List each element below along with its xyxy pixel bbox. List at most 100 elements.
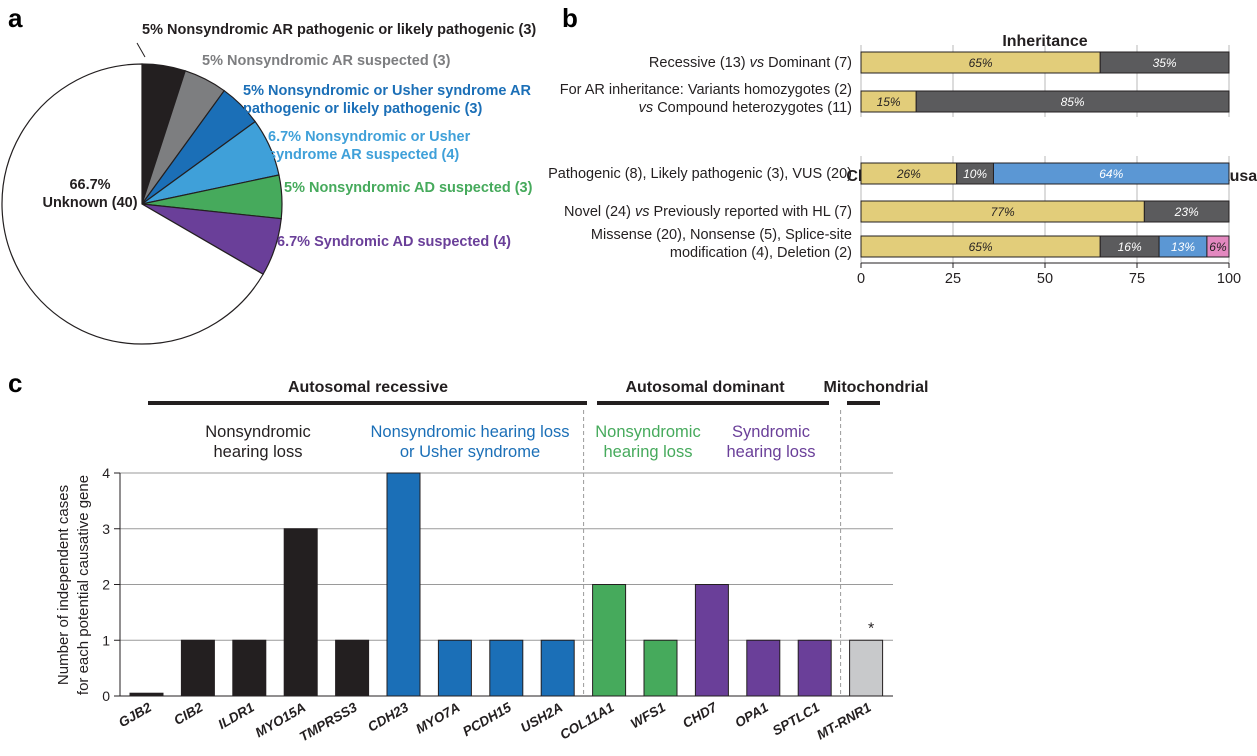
pie-slice-label: pathogenic or likely pathogenic (3): [243, 101, 482, 117]
x-tick-label: CDH23: [365, 699, 411, 734]
bar-annotation: *: [868, 620, 874, 637]
y-tick-label: 0: [102, 688, 110, 704]
data-label: 23%: [1174, 205, 1199, 219]
subgroup-label: Syndromic: [732, 423, 810, 441]
row-label-part: Novel (24): [564, 204, 635, 220]
data-label: 6%: [1209, 240, 1227, 254]
y-tick-label: 2: [102, 577, 110, 593]
data-label: 65%: [969, 56, 993, 70]
subgroup-label: hearing loss: [214, 443, 303, 461]
panel-label-a: a: [8, 3, 23, 33]
x-tick-label: GJB2: [116, 699, 154, 730]
data-label: 10%: [963, 167, 987, 181]
bar: [489, 639, 524, 697]
row-label-part: vs: [750, 55, 765, 71]
subgroup-label: or Usher syndrome: [400, 443, 540, 461]
bar: [540, 639, 575, 697]
x-tick-label: 100: [1217, 271, 1241, 287]
pie-slice-label: 6.7% Nonsyndromic or Usher: [268, 129, 471, 145]
x-tick-label: 50: [1037, 271, 1053, 287]
bar: [694, 584, 729, 697]
subgroup-label: hearing loss: [604, 443, 693, 461]
data-label: 65%: [969, 240, 993, 254]
subgroup-label: Nonsyndromic hearing loss: [370, 423, 569, 441]
stacked-bar-segment: [992, 162, 1230, 185]
y-axis-label: Number of independent cases: [55, 485, 72, 685]
panel-label-c: c: [8, 368, 22, 398]
x-tick-label: PCDH15: [460, 699, 514, 739]
bar: [180, 639, 215, 697]
pie-slice-label: 5% Nonsyndromic AR suspected (3): [202, 53, 451, 69]
subgroup-label: Nonsyndromic: [595, 423, 700, 441]
x-tick-label: CHD7: [680, 699, 721, 731]
row-label-part: Recessive (13): [649, 55, 750, 71]
pie-leader-line: [136, 42, 146, 58]
bar: [283, 528, 318, 697]
y-tick-label: 1: [102, 632, 110, 648]
row-label-part: Previously reported with HL (7): [649, 204, 852, 220]
panel-label-b: b: [562, 3, 578, 33]
data-label: 26%: [896, 167, 921, 181]
data-label: 64%: [1099, 167, 1123, 181]
bar: [797, 639, 832, 697]
group-header: Autosomal recessive: [288, 379, 448, 396]
row-label: Recessive (13) vs Dominant (7): [649, 55, 852, 71]
y-tick-label: 3: [102, 521, 110, 537]
stacked-bar-chart: InheritanceCharacteristics of the Varian…: [548, 33, 1257, 287]
group-header: Mitochondrial: [824, 379, 929, 396]
bar: [335, 639, 370, 697]
pie-slice-label: 5% Nonsyndromic AR pathogenic or likely …: [142, 22, 536, 38]
x-tick-label: CIB2: [171, 699, 206, 728]
pie-slice-label: Unknown (40): [42, 195, 137, 211]
x-tick-label: COL11A1: [557, 700, 616, 743]
row-label-part: For AR inheritance: Variants homozygotes…: [560, 82, 852, 98]
x-tick-label: TMPRSS3: [297, 699, 360, 744]
row-label: Pathogenic (8), Likely pathogenic (3), V…: [548, 166, 852, 182]
stacked-bar-segment: [1099, 51, 1230, 74]
row-label-part: Pathogenic (8), Likely pathogenic (3), V…: [548, 166, 852, 182]
bar: [849, 639, 884, 697]
pie-slice-label: 6.7% Syndromic AD suspected (4): [277, 234, 511, 250]
pie-slice-label: 66.7%: [69, 177, 110, 193]
row-label-part: modification (4), Deletion (2): [670, 245, 852, 261]
bar: [437, 639, 472, 697]
pie-chart: 5% Nonsyndromic AR pathogenic or likely …: [1, 22, 536, 345]
row-label-part: Dominant (7): [764, 55, 852, 71]
subgroup-label: hearing loss: [727, 443, 816, 461]
row-label: vs Compound heterozygotes (11): [639, 100, 852, 116]
group-header: Autosomal dominant: [625, 379, 785, 396]
data-label: 85%: [1061, 95, 1085, 109]
row-label: modification (4), Deletion (2): [670, 245, 852, 261]
data-label: 16%: [1118, 240, 1142, 254]
chart-title: Inheritance: [1002, 33, 1087, 50]
x-tick-label: 75: [1129, 271, 1145, 287]
x-tick-label: SPTLC1: [770, 700, 822, 739]
bar: [746, 639, 781, 697]
pie-slice: [1, 63, 264, 345]
x-tick-label: MYO7A: [413, 700, 462, 737]
row-label: For AR inheritance: Variants homozygotes…: [560, 82, 852, 98]
pie-slice-label: 5% Nonsyndromic AD suspected (3): [284, 180, 533, 196]
bar: [643, 639, 678, 697]
y-axis-label: for each potential causative gene: [75, 475, 92, 695]
bar: [232, 639, 267, 697]
bar: [386, 472, 421, 697]
x-tick-label: ILDR1: [216, 700, 257, 732]
row-label: Missense (20), Nonsense (5), Splice-site: [591, 227, 852, 243]
row-label-part: Compound heterozygotes (11): [653, 100, 852, 116]
stacked-bar-segment: [1143, 200, 1230, 223]
bar: [592, 584, 627, 697]
x-tick-label: OPA1: [732, 700, 770, 731]
x-tick-label: 0: [857, 271, 865, 287]
x-tick-label: 25: [945, 271, 961, 287]
pie-slice-label: syndrome AR suspected (4): [268, 147, 459, 163]
data-label: 77%: [991, 205, 1015, 219]
stacked-bar-segment: [1206, 235, 1230, 258]
row-label-part: Missense (20), Nonsense (5), Splice-site: [591, 227, 852, 243]
subgroup-label: Nonsyndromic: [205, 423, 310, 441]
pie-slice-label: 5% Nonsyndromic or Usher syndrome AR: [243, 83, 531, 99]
x-tick-label: WFS1: [628, 700, 668, 732]
x-tick-label: MT-RNR1: [814, 700, 873, 743]
